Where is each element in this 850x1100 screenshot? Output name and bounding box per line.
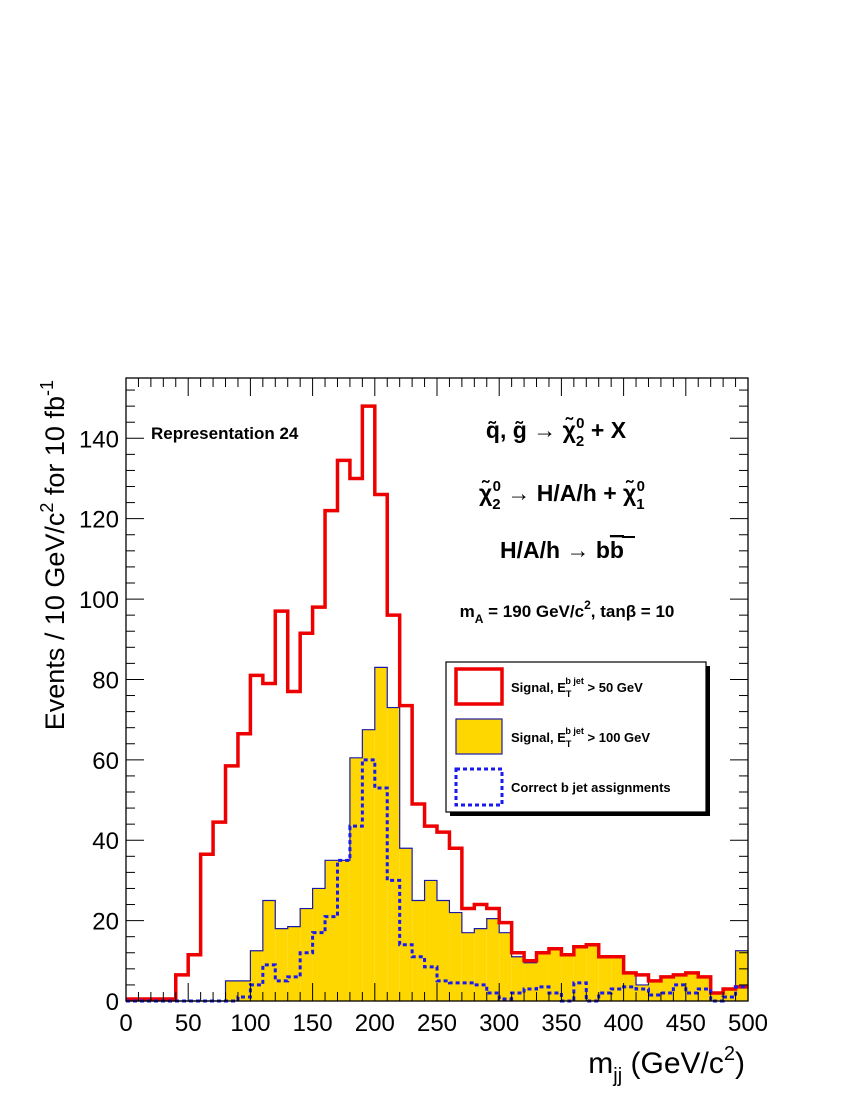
- legend-swatch-yellow: [455, 718, 503, 755]
- hist-bar: [412, 900, 425, 1001]
- legend-swatch-red: [454, 667, 504, 706]
- representation-annotation: Representation 24: [151, 424, 299, 443]
- parameter-line: mA = 190 GeV/c2, tanβ = 10: [460, 598, 675, 626]
- y-tick-label: 40: [92, 828, 119, 855]
- hist-bar: [524, 962, 537, 1001]
- hist-bar: [399, 848, 413, 1001]
- axis-ticks: [125, 378, 749, 1002]
- x-tick-label: 250: [417, 1010, 457, 1037]
- hist-bar: [262, 900, 276, 1001]
- filled-series: [126, 666, 749, 1002]
- legend-label-blue: Correct b jet assignments: [511, 780, 671, 795]
- series-line-red: [126, 404, 748, 1001]
- y-tick-label: 140: [79, 426, 119, 453]
- hist-bar: [325, 860, 338, 1001]
- hist-bar: [225, 980, 238, 1001]
- hist-bar: [598, 956, 612, 1001]
- hist-bar: [387, 707, 400, 1001]
- y-tick-label: 80: [92, 667, 119, 694]
- y-tick-label: 100: [79, 587, 119, 614]
- x-tick-label: 200: [355, 1010, 395, 1037]
- hist-bar: [424, 880, 437, 1001]
- hist-bar: [474, 928, 487, 1001]
- hist-bar: [660, 976, 674, 1001]
- hist-bar: [499, 932, 512, 1001]
- hist-bar: [710, 992, 724, 1001]
- hist-bar: [673, 974, 686, 1001]
- hist-bar: [685, 972, 699, 1001]
- legend-label-red: Signal, ETb jet > 50 GeV: [511, 676, 643, 699]
- hist-bar: [486, 918, 500, 1001]
- hist-bar: [449, 912, 462, 1001]
- legend-label-yellow: Signal, ETb jet > 100 GeV: [511, 726, 650, 749]
- legend-swatch-blue: [454, 767, 504, 807]
- hist-bar: [511, 956, 525, 1001]
- hist-bar: [374, 667, 388, 1001]
- y-tick-label: 120: [79, 507, 119, 534]
- hist-bar: [312, 888, 326, 1001]
- x-tick-label: 0: [119, 1010, 132, 1037]
- hist-bar: [250, 950, 263, 1001]
- hist-bar: [337, 860, 350, 1001]
- x-tick-label: 300: [479, 1010, 519, 1037]
- y-axis-title: Events / 10 GeV/c2 for 10 fb-1: [37, 380, 70, 730]
- x-tick-labels: 0 50 100 150 200 250 300 350 400 450 500: [119, 1010, 768, 1037]
- process-line-1: q̃, g̃ → χ̃20 + X: [486, 415, 627, 450]
- y-tick-label: 0: [106, 989, 119, 1016]
- series-line-blue: [126, 758, 748, 1003]
- x-tick-label: 350: [541, 1010, 581, 1037]
- hist-bar: [437, 900, 450, 1001]
- legend: Signal, ETb jet > 50 GeV Signal, ETb jet…: [445, 661, 710, 816]
- hist-bar: [536, 952, 549, 1001]
- x-tick-label: 400: [604, 1010, 644, 1037]
- hist-bar: [275, 928, 288, 1001]
- hist-bar: [287, 926, 301, 1001]
- hist-bar: [461, 932, 475, 1001]
- x-axis-title: mjj (GeV/c2): [588, 1043, 745, 1087]
- hist-bar: [548, 948, 562, 1001]
- y-tick-labels: 0 20 40 60 80 100 120 140: [79, 426, 119, 1016]
- hist-bar: [300, 908, 313, 1001]
- x-tick-label: 450: [666, 1010, 706, 1037]
- hist-bar: [586, 944, 599, 1001]
- hist-bar: [735, 950, 748, 1001]
- hist-bar: [611, 956, 624, 1001]
- hist-bar: [573, 946, 587, 1001]
- y-tick-label: 60: [92, 748, 119, 775]
- hist-bar: [349, 757, 363, 1001]
- y-tick-label: 20: [92, 909, 119, 936]
- hist-bar: [723, 988, 736, 1001]
- x-tick-label: 100: [230, 1010, 270, 1037]
- process-line-2: χ̃20 → H/A/h + χ̃10: [479, 478, 645, 513]
- hist-bar: [561, 954, 574, 1001]
- x-tick-label: 50: [175, 1010, 202, 1037]
- hist-bar: [636, 984, 649, 1001]
- x-tick-label: 500: [728, 1010, 768, 1037]
- process-line-3: H/A/h → bb: [500, 537, 624, 563]
- hist-bar: [648, 980, 661, 1001]
- hist-bar: [362, 729, 375, 1001]
- x-tick-label: 150: [293, 1010, 333, 1037]
